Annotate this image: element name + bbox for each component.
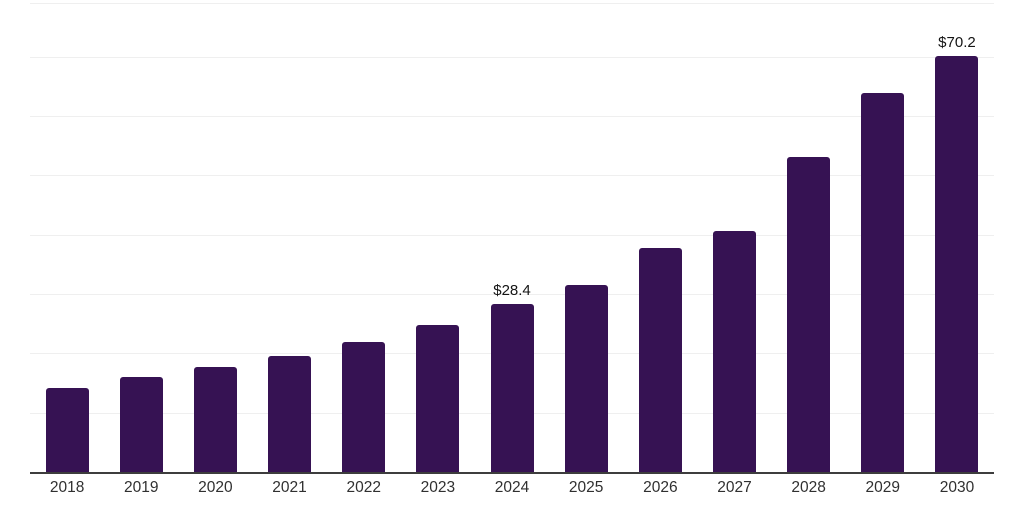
x-tick-2027: 2027 bbox=[717, 479, 752, 496]
bar-2026 bbox=[638, 248, 682, 473]
bar-column-2029 bbox=[846, 4, 920, 473]
bars-row: $28.4 $70.2 bbox=[30, 4, 994, 473]
bar-column-2019 bbox=[104, 4, 178, 473]
bar-column-2026 bbox=[623, 4, 697, 473]
x-tick-2023: 2023 bbox=[420, 479, 456, 496]
x-tick-2026: 2026 bbox=[643, 479, 678, 496]
x-tick-2021: 2021 bbox=[272, 479, 307, 496]
bar-value-label-2030: $70.2 bbox=[938, 34, 976, 52]
bar-2022 bbox=[342, 341, 386, 473]
x-axis-line bbox=[30, 472, 994, 474]
bar-2027 bbox=[712, 230, 756, 473]
gridline-70 bbox=[30, 56, 994, 58]
x-tick-2022: 2022 bbox=[346, 479, 381, 496]
bar-column-2025 bbox=[549, 4, 623, 473]
x-tick-2029: 2029 bbox=[865, 479, 901, 496]
x-axis-labels: 2018 2019 2020 2021 2022 2023 2024 2025 2026 2027… bbox=[30, 479, 994, 497]
bar-2020 bbox=[193, 367, 237, 473]
bar-2029 bbox=[861, 92, 905, 473]
x-tick-2024: 2024 bbox=[494, 479, 530, 496]
x-tick-2025: 2025 bbox=[568, 479, 604, 496]
bar-column-2027 bbox=[697, 4, 771, 473]
gridline-60 bbox=[30, 115, 994, 117]
bar-2028 bbox=[787, 157, 831, 473]
bar-2023 bbox=[416, 324, 460, 473]
bar-column-2021 bbox=[252, 4, 326, 473]
bar-column-2018 bbox=[30, 4, 104, 473]
x-tick-2030: 2030 bbox=[939, 479, 975, 496]
bar-column-2022 bbox=[327, 4, 401, 473]
bar-2019 bbox=[119, 376, 163, 473]
bar-2018 bbox=[45, 388, 89, 473]
gridline-40 bbox=[30, 234, 994, 236]
bar-2021 bbox=[268, 355, 312, 473]
x-tick-2019: 2019 bbox=[123, 479, 159, 496]
bar-2030 bbox=[935, 56, 979, 473]
bar-2024 bbox=[490, 304, 534, 473]
bar-column-2028 bbox=[772, 4, 846, 473]
bar-column-2023 bbox=[401, 4, 475, 473]
bar-value-label-2024: $28.4 bbox=[493, 282, 531, 300]
gridline-50 bbox=[30, 175, 994, 177]
plot-area: $28.4 $70.2 bbox=[30, 3, 994, 474]
bar-2025 bbox=[564, 284, 608, 473]
bar-column-2020 bbox=[178, 4, 252, 473]
x-tick-2028: 2028 bbox=[791, 479, 826, 496]
bar-column-2030: $70.2 bbox=[920, 4, 994, 473]
bar-column-2024: $28.4 bbox=[475, 4, 549, 473]
x-tick-2018: 2018 bbox=[49, 479, 85, 496]
gridline-30 bbox=[30, 293, 994, 295]
x-tick-2020: 2020 bbox=[198, 479, 233, 496]
